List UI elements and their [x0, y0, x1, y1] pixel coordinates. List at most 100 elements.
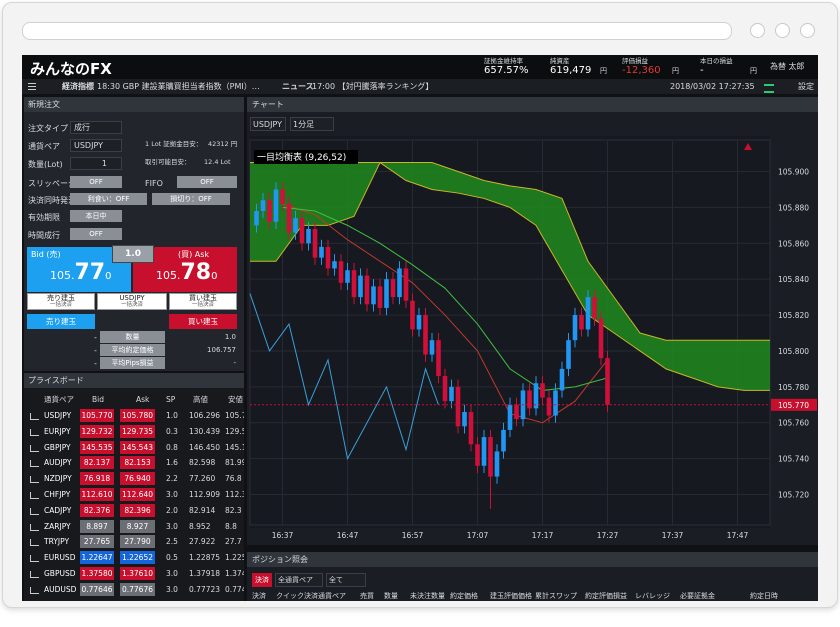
row-icon[interactable]: [30, 460, 39, 468]
row-icon[interactable]: [30, 476, 39, 484]
row-icon[interactable]: [30, 523, 39, 531]
bid[interactable]: 27.765: [80, 535, 114, 549]
ask[interactable]: 1.37610: [120, 567, 155, 580]
pair[interactable]: TRYJPY: [44, 537, 70, 547]
row-icon[interactable]: [30, 539, 39, 547]
bid[interactable]: 112.610: [80, 488, 114, 501]
x-tick-label: 16:47: [337, 531, 359, 540]
window-button[interactable]: [800, 23, 815, 38]
pair-select[interactable]: USDJPY: [250, 117, 286, 131]
select[interactable]: 成行: [70, 121, 122, 134]
candle-body: [416, 315, 422, 330]
column-header: 累計スワップ: [535, 592, 577, 600]
toggle[interactable]: OFF: [70, 228, 122, 240]
stat-label: 証拠金維持率: [484, 57, 523, 65]
pair[interactable]: AUDJPY: [44, 458, 72, 468]
pair[interactable]: CHFJPY: [44, 490, 71, 499]
ask[interactable]: 105.780: [120, 409, 155, 422]
menu-icon[interactable]: [28, 83, 36, 84]
pair[interactable]: GBPUSD: [44, 569, 76, 578]
y-tick-label: 105.740: [778, 455, 809, 464]
row-icon[interactable]: [30, 571, 39, 578]
news-text[interactable]: 17:00 【対円騰落率ランキング】: [312, 82, 434, 91]
row-icon[interactable]: [30, 555, 39, 563]
column-header: 通貨ペア: [318, 592, 346, 600]
toggle[interactable]: OFF: [70, 176, 122, 188]
ask[interactable]: 112.640: [120, 488, 155, 501]
pair[interactable]: ZARJPY: [44, 521, 71, 531]
bulk-button[interactable]: [97, 293, 167, 310]
stat-label: 評価損益: [622, 57, 648, 65]
stat-value: 657.57%: [484, 65, 529, 76]
column-header: レバレッジ: [635, 592, 670, 600]
row-icon[interactable]: [30, 413, 39, 420]
ask[interactable]: 0.77676: [120, 582, 155, 596]
ask[interactable]: 1.22652: [120, 551, 155, 565]
bid[interactable]: 145.535: [80, 440, 114, 454]
bid[interactable]: 0.77646: [80, 582, 114, 596]
low: 1.3744: [225, 570, 244, 578]
ask[interactable]: 129.735: [120, 424, 155, 438]
user-name[interactable]: 為替 太郎: [770, 62, 805, 71]
row-icon[interactable]: [30, 586, 39, 594]
news-label[interactable]: ニュース: [282, 82, 314, 91]
toggle[interactable]: OFF: [177, 176, 237, 188]
alert-icon[interactable]: [744, 143, 752, 150]
pair[interactable]: EURUSD: [44, 553, 76, 563]
y-tick-label: 105.760: [778, 419, 809, 428]
bid[interactable]: 82.376: [80, 503, 114, 517]
lot-input[interactable]: 1: [70, 157, 122, 170]
settings[interactable]: 設定: [798, 82, 814, 91]
address-bar[interactable]: [22, 22, 732, 40]
field-label: 有効期限: [28, 213, 60, 222]
window-button[interactable]: [775, 23, 790, 38]
column-header: 約定評価損益: [585, 592, 627, 600]
side-filter[interactable]: 全て: [326, 573, 366, 587]
toggle[interactable]: 損切り：OFF: [152, 193, 230, 205]
bulk-button[interactable]: [27, 293, 95, 310]
select[interactable]: USDJPY: [70, 139, 122, 152]
pair[interactable]: NZDJPY: [44, 474, 72, 484]
pair[interactable]: AUDUSD: [44, 584, 77, 594]
bulk-button[interactable]: [169, 293, 237, 310]
bid[interactable]: 129.732: [80, 424, 114, 438]
bid[interactable]: 76.918: [80, 472, 114, 486]
row-icon[interactable]: [30, 507, 39, 515]
ask[interactable]: 145.543: [120, 440, 155, 454]
timeframe-select[interactable]: 1分足: [290, 117, 334, 131]
positions-header: 決済 クイック決済 通貨ペア 売買 数量 未決注数量 約定価格 建玉評価価格 累計スワップ 約定評…: [247, 592, 818, 601]
candle-body: [390, 279, 396, 298]
pair[interactable]: CADJPY: [44, 505, 72, 515]
bid[interactable]: 8.897: [80, 519, 114, 533]
bid[interactable]: 1.22647: [80, 551, 114, 565]
sell-tab[interactable]: 売り建玉: [27, 314, 95, 329]
buy-tab[interactable]: 買い建玉: [169, 314, 237, 329]
spread: 3.0: [166, 584, 178, 594]
pair-filter[interactable]: 全通貨ペア: [275, 573, 323, 587]
bid[interactable]: 82.137: [80, 456, 114, 470]
row-icon[interactable]: [30, 428, 39, 436]
column-header: Ask: [136, 395, 150, 404]
ask[interactable]: 76.940: [120, 472, 155, 486]
toggle[interactable]: 利食い：OFF: [70, 193, 147, 205]
pair[interactable]: GBPJPY: [44, 442, 71, 452]
pair[interactable]: USDJPY: [44, 411, 72, 420]
bid[interactable]: 105.770: [80, 409, 114, 422]
indicator-text[interactable]: 18:30 GBP 建設業購買担当者指数（PMI）…: [97, 82, 260, 91]
ask[interactable]: 8.927: [120, 519, 155, 533]
select[interactable]: 本日中: [70, 210, 122, 222]
row-icon[interactable]: [30, 492, 39, 499]
indicator-label[interactable]: 経済指標: [62, 82, 94, 91]
bid[interactable]: 1.37580: [80, 567, 114, 580]
ask[interactable]: 27.790: [120, 535, 155, 549]
ask[interactable]: 82.396: [120, 503, 155, 517]
candle-body: [299, 218, 305, 244]
y-tick-label: 105.860: [778, 239, 809, 248]
pair[interactable]: EURJPY: [44, 426, 71, 436]
logo[interactable]: みんなのFX: [30, 60, 112, 78]
ask[interactable]: 82.153: [120, 456, 155, 470]
settle-button[interactable]: 決済: [252, 573, 272, 587]
window-button[interactable]: [750, 23, 765, 38]
row-icon[interactable]: [30, 444, 39, 452]
field-label: スリッページ: [28, 179, 76, 188]
